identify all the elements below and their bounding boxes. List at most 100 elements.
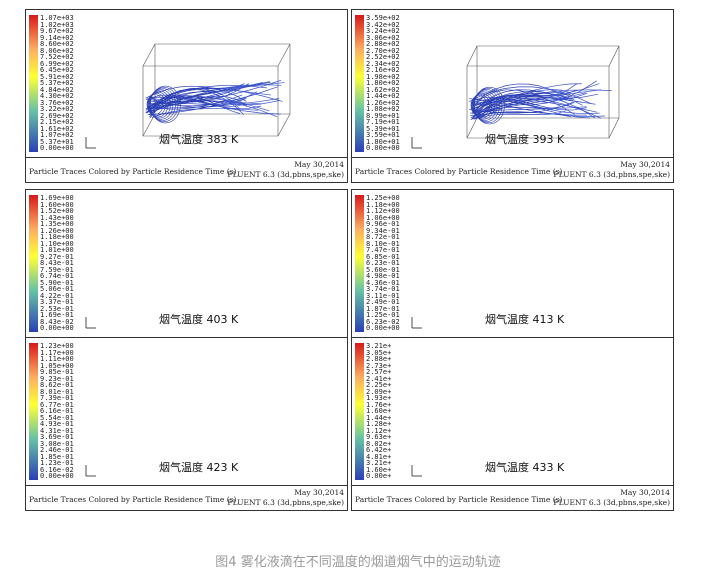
legend-tick-label: 2.49e-01 <box>366 298 400 306</box>
particle-trace <box>475 106 508 117</box>
legend-tick-label: 2.16e+02 <box>366 66 400 74</box>
simulation-panel: 1.69e+00 1.60e+00 1.52e+00 1.43e+00 1.35e+00… <box>25 189 348 363</box>
particle-trace <box>221 88 272 96</box>
particle-trace <box>219 82 263 89</box>
legend-tick-label: 2.41e+ <box>366 374 392 383</box>
legend-tick-label: 4.36e-01 <box>366 278 400 287</box>
legend-tick-label: 5.90e-01 <box>40 278 74 287</box>
recirculation-trace <box>150 85 181 124</box>
legend-tick-label: 5.37e+02 <box>40 79 74 87</box>
legend-tick-label: 8.02e+ <box>366 439 392 448</box>
legend-tick-label: 3.11e-01 <box>366 291 400 300</box>
axis-triad-icon <box>85 137 96 149</box>
particle-trace <box>548 80 597 104</box>
domain-edge <box>277 113 291 137</box>
legend-tick-label: 3.21e+ <box>366 459 392 467</box>
legend-tick-label: 3.05e+ <box>366 348 392 357</box>
legend-tick-label: 1.17e+00 <box>40 348 74 357</box>
recirculation-trace <box>474 86 505 125</box>
particle-trace <box>541 96 575 115</box>
particle-trace <box>214 95 248 107</box>
particle-trace <box>181 89 226 100</box>
particle-trace <box>180 105 225 109</box>
particle-trace <box>217 91 257 107</box>
recirculation-trace <box>149 87 179 123</box>
particle-trace <box>505 98 543 106</box>
particle-trace <box>549 109 600 115</box>
temperature-label: 烟气温度 393 K <box>485 133 565 146</box>
domain-edge <box>466 117 478 139</box>
particle-trace <box>546 88 592 105</box>
legend-tick-label: 0.00e+00 <box>40 324 74 332</box>
particle-trace <box>149 94 181 114</box>
panel-footer: Particle Traces Colored by Particle Resi… <box>352 485 673 510</box>
legend-tick-label: 6.23e-01 <box>366 259 400 267</box>
legend-tick-label: 7.52e+02 <box>40 53 74 61</box>
legend-tick-label: 2.15e+02 <box>40 118 74 126</box>
legend-tick-label: 2.25e+ <box>366 381 392 389</box>
legend-tick-label: 0.00e+00 <box>40 144 74 152</box>
particle-trace <box>546 109 591 119</box>
particle-trace <box>547 96 596 105</box>
legend-tick-label: 3.74e-01 <box>366 285 400 293</box>
recirculation-trace <box>473 89 500 122</box>
recirculation-trace <box>472 91 495 120</box>
legend-tick-label: 0.00e+00 <box>40 472 74 480</box>
legend-tick-label: 3.22e+02 <box>40 105 74 113</box>
particle-trace <box>549 89 602 98</box>
temperature-label: 烟气温度 433 K <box>485 461 565 474</box>
legend-tick-label: 3.76e+02 <box>40 98 74 107</box>
color-legend: 1.23e+00 1.17e+00 1.11e+00 1.05e+00 9.85e-01… <box>29 343 94 480</box>
particle-trace <box>212 90 241 110</box>
legend-tick-label: 3.21e+ <box>366 342 392 350</box>
legend-tick-label: 6.85e-01 <box>366 252 400 261</box>
legend-tick-label: 1.80e+02 <box>366 79 400 87</box>
domain-edge <box>142 43 156 67</box>
temperature-label: 烟气温度 423 K <box>159 461 239 474</box>
particle-trace <box>505 89 541 92</box>
legend-tick-label: 0.00e+00 <box>366 144 400 152</box>
particle-trace <box>180 103 215 105</box>
footer-description: Particle Traces Colored by Particle Resi… <box>29 167 237 176</box>
legend-tick-label: 2.46e-01 <box>40 446 74 454</box>
particle-trace <box>542 83 578 100</box>
particle-trace <box>182 87 222 92</box>
simulation-panel: 3.21e+ 3.05e+ 2.88e+ 2.73e+ 2.57e+ 2.41e+ 2.25… <box>351 337 674 511</box>
legend-tick-label: 1.06e+00 <box>366 213 400 222</box>
legend-tick-label: 8.01e-01 <box>40 387 74 396</box>
particle-trace <box>180 96 214 105</box>
legend-tick-label: 4.98e-01 <box>366 272 400 280</box>
particle-trace <box>224 80 281 97</box>
legend-tick-label: 3.69e-01 <box>40 433 74 441</box>
legend-tick-label: 1.07e+02 <box>40 131 74 139</box>
simulation-panel: 3.59e+02 3.42e+02 3.24e+02 3.06e+02 2.88e+02… <box>351 9 674 183</box>
legend-tick-label: 1.69e+00 <box>40 194 74 202</box>
recirculation-trace <box>471 92 493 119</box>
particle-trace <box>224 100 280 106</box>
legend-tick-label: 3.08e-01 <box>40 439 74 448</box>
particle-trace <box>507 87 545 98</box>
particle-trace <box>505 111 546 114</box>
particle-trace <box>214 98 247 105</box>
legend-tick-label: 2.69e+02 <box>40 111 74 120</box>
legend-tick-label: 1.18e+00 <box>366 200 400 209</box>
legend-tick-label: 1.60e+00 <box>40 200 74 209</box>
particle-trace <box>213 93 245 115</box>
legend-tick-label: 7.39e-01 <box>40 394 74 402</box>
color-legend: 1.25e+00 1.18e+00 1.12e+00 1.06e+00 9.96e-01… <box>355 195 420 332</box>
particle-trace <box>506 100 546 108</box>
legend-tick-label: 1.07e+03 <box>40 14 74 22</box>
color-legend: 1.69e+00 1.60e+00 1.52e+00 1.43e+00 1.35e+00… <box>29 195 94 332</box>
footer-software: FLUENT 6.3 (3d,pbns,spe,ske) <box>227 170 344 179</box>
recirculation-trace <box>472 90 498 121</box>
footer-description: Particle Traces Colored by Particle Resi… <box>355 495 563 504</box>
particle-trace <box>545 92 587 102</box>
legend-tick-label: 1.62e+02 <box>366 85 400 94</box>
legend-tick-label: 3.37e-01 <box>40 298 74 306</box>
legend-tick-label: 1.43e+00 <box>40 213 74 222</box>
legend-tick-label: 3.24e+02 <box>366 27 400 35</box>
legend-tick-label: 6.45e+02 <box>40 66 74 74</box>
color-scale-bar <box>355 343 364 480</box>
particle-trace <box>220 85 267 89</box>
domain-edge <box>608 45 620 67</box>
